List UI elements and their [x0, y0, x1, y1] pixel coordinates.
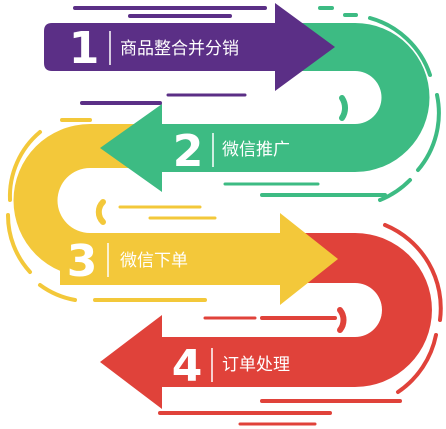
step-3-number: 3	[67, 236, 98, 287]
step-1: 1 商品整合并分销	[69, 23, 239, 74]
step-2-arrow	[100, 104, 320, 192]
step-1-arrow	[44, 3, 335, 91]
step-3: 3 微信下单	[67, 236, 188, 287]
step-2-label: 微信推广	[222, 140, 290, 160]
step-4-arrow	[100, 315, 320, 409]
step-2: 2 微信推广	[173, 126, 290, 177]
step-4-number: 4	[172, 341, 203, 392]
step-2-number: 2	[173, 126, 204, 177]
step-4-label: 订单处理	[222, 355, 290, 375]
step-3-arrow	[60, 213, 338, 305]
decorative-streaks	[5, 6, 443, 426]
step-3-label: 微信下单	[120, 251, 188, 271]
step-4: 4 订单处理	[172, 341, 290, 392]
step-1-label: 商品整合并分销	[120, 39, 239, 59]
step-1-number: 1	[69, 23, 100, 74]
